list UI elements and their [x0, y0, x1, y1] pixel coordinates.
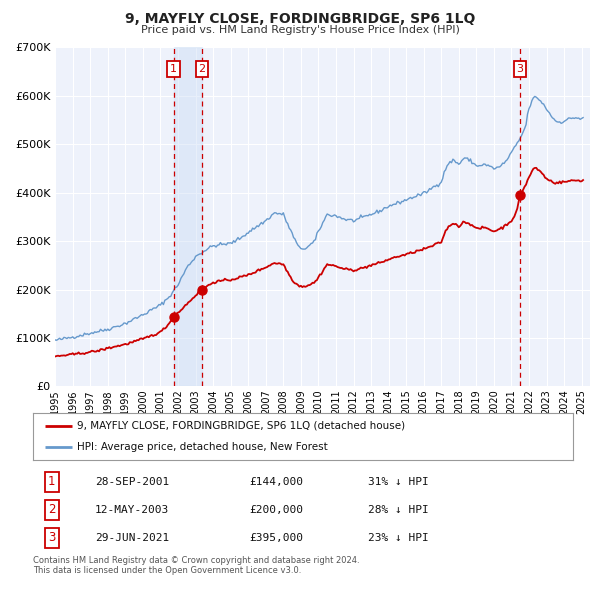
Text: £200,000: £200,000 — [249, 505, 303, 514]
Text: Price paid vs. HM Land Registry's House Price Index (HPI): Price paid vs. HM Land Registry's House … — [140, 25, 460, 35]
Text: 2: 2 — [199, 64, 205, 74]
Text: 28% ↓ HPI: 28% ↓ HPI — [368, 505, 428, 514]
Text: 3: 3 — [48, 531, 56, 544]
Text: 1: 1 — [170, 64, 177, 74]
Text: 31% ↓ HPI: 31% ↓ HPI — [368, 477, 428, 487]
Text: HPI: Average price, detached house, New Forest: HPI: Average price, detached house, New … — [77, 442, 328, 453]
Text: 29-JUN-2021: 29-JUN-2021 — [95, 533, 169, 543]
Bar — [173, 47, 202, 386]
Text: £144,000: £144,000 — [249, 477, 303, 487]
Text: 3: 3 — [517, 64, 524, 74]
Text: 9, MAYFLY CLOSE, FORDINGBRIDGE, SP6 1LQ (detached house): 9, MAYFLY CLOSE, FORDINGBRIDGE, SP6 1LQ … — [77, 421, 406, 431]
Text: 12-MAY-2003: 12-MAY-2003 — [95, 505, 169, 514]
Text: Contains HM Land Registry data © Crown copyright and database right 2024.
This d: Contains HM Land Registry data © Crown c… — [33, 556, 359, 575]
Text: £395,000: £395,000 — [249, 533, 303, 543]
Text: 2: 2 — [48, 503, 56, 516]
Text: 23% ↓ HPI: 23% ↓ HPI — [368, 533, 428, 543]
Text: 28-SEP-2001: 28-SEP-2001 — [95, 477, 169, 487]
Text: 9, MAYFLY CLOSE, FORDINGBRIDGE, SP6 1LQ: 9, MAYFLY CLOSE, FORDINGBRIDGE, SP6 1LQ — [125, 12, 475, 26]
Text: 1: 1 — [48, 476, 56, 489]
